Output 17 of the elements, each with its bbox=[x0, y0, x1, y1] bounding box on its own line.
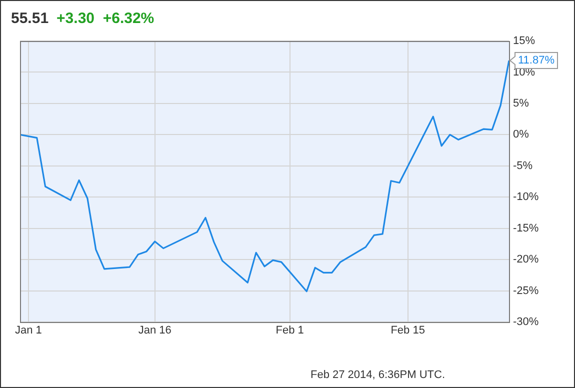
chart-subtitle: +3.30 +6.32% bbox=[56, 10, 154, 27]
y-tick-label: -20% bbox=[513, 254, 539, 266]
y-tick-label: -10% bbox=[513, 191, 539, 204]
y-tick-label: -30% bbox=[513, 316, 539, 328]
x-tick-label: Feb 1 bbox=[276, 324, 304, 337]
y-tick-label: 5% bbox=[513, 97, 530, 110]
y-tick-label: 15% bbox=[513, 35, 536, 48]
y-tick-label: 0% bbox=[513, 128, 530, 141]
x-tick-label: Jan 1 bbox=[14, 324, 42, 337]
y-tick-label: -15% bbox=[513, 222, 539, 234]
x-tick-label: Feb 15 bbox=[390, 324, 425, 337]
x-tick-label: Jan 16 bbox=[138, 324, 172, 337]
annotation: 11.87% bbox=[518, 54, 555, 67]
text: Feb 27 2014, 6:36PM UTC. bbox=[310, 369, 445, 381]
y-tick-label: -5% bbox=[513, 160, 533, 172]
y-tick-label: -25% bbox=[513, 284, 539, 297]
chart-title: 55.51 bbox=[11, 10, 49, 27]
